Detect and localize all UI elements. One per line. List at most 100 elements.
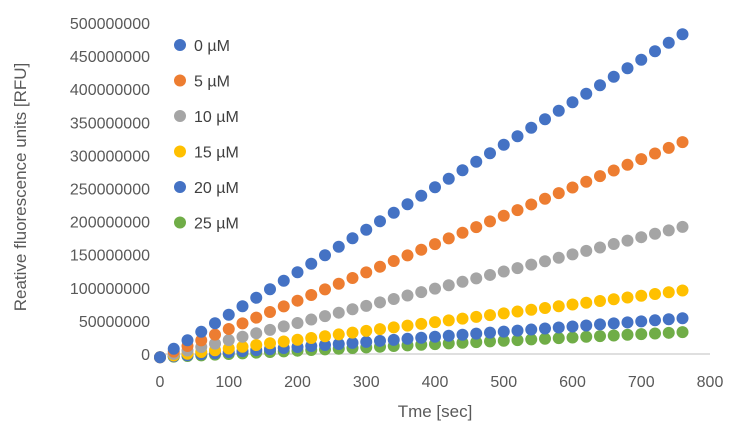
data-point	[511, 262, 524, 275]
data-point	[319, 249, 331, 262]
data-point	[401, 319, 414, 332]
data-point	[374, 215, 386, 228]
data-point	[442, 232, 455, 245]
data-point	[621, 291, 634, 304]
data-point	[277, 335, 290, 348]
y-tick-label: 0	[141, 347, 150, 364]
data-point	[621, 62, 634, 75]
legend-marker	[174, 181, 186, 193]
data-point	[525, 303, 538, 316]
data-point	[635, 328, 648, 341]
data-point	[539, 255, 551, 268]
data-point	[676, 312, 689, 325]
series-6	[154, 326, 689, 364]
data-point	[236, 317, 249, 330]
legend-label: 0 µM	[194, 38, 230, 55]
data-point	[374, 334, 386, 347]
data-point	[470, 336, 483, 349]
data-point	[319, 338, 331, 351]
data-point	[552, 332, 565, 345]
data-point	[594, 170, 606, 183]
data-point	[442, 279, 455, 292]
legend: 0 µM 5 µM 10 µM 15 µM 20 µM 25 µM	[174, 38, 239, 233]
data-point	[250, 291, 263, 304]
data-point	[401, 332, 414, 345]
x-tick-label: 800	[697, 374, 724, 391]
data-point	[456, 312, 469, 325]
y-tick-label: 400000000	[70, 82, 150, 99]
data-point	[305, 289, 318, 302]
data-point	[442, 329, 455, 342]
data-point	[580, 175, 593, 188]
data-point	[360, 335, 373, 348]
data-point	[429, 181, 441, 194]
data-point	[429, 330, 441, 343]
legend-item: 20 µM	[174, 180, 239, 197]
data-point	[470, 221, 483, 234]
data-point	[374, 260, 386, 273]
data-point	[250, 327, 263, 340]
data-point	[635, 153, 648, 166]
data-point	[552, 104, 565, 117]
data-point	[497, 325, 510, 338]
y-tick-label: 350000000	[70, 115, 150, 132]
data-point	[346, 272, 359, 285]
series-2	[154, 136, 689, 364]
data-point	[374, 323, 386, 336]
data-point	[346, 336, 359, 349]
x-tick-label: 600	[559, 374, 586, 391]
data-point	[415, 189, 428, 202]
x-tick-label: 400	[422, 374, 449, 391]
data-point	[539, 302, 551, 315]
data-point	[415, 331, 428, 344]
series-layer	[154, 28, 689, 364]
data-point	[649, 314, 661, 327]
data-point	[676, 220, 689, 233]
data-point	[566, 248, 579, 261]
data-point	[676, 28, 689, 41]
data-point	[511, 324, 524, 337]
data-point	[621, 158, 634, 171]
data-point	[552, 251, 565, 264]
data-point	[346, 303, 359, 316]
data-point	[442, 314, 455, 327]
data-point	[484, 335, 496, 348]
data-point	[222, 334, 235, 347]
x-tick-label: 100	[215, 374, 242, 391]
data-point	[566, 298, 579, 311]
data-point	[566, 181, 579, 194]
data-point	[552, 300, 565, 313]
data-point	[470, 272, 483, 285]
data-point	[332, 337, 345, 350]
legend-label: 15 µM	[194, 145, 239, 162]
data-point	[539, 322, 551, 335]
data-point	[525, 333, 538, 346]
y-tick-label: 300000000	[70, 148, 150, 165]
data-point	[456, 275, 469, 288]
data-point	[662, 224, 675, 237]
data-point	[319, 310, 331, 323]
data-point	[676, 136, 689, 149]
data-point	[305, 313, 318, 326]
data-point	[401, 198, 414, 211]
data-point	[374, 296, 386, 309]
data-point	[511, 204, 524, 217]
x-tick-label: 0	[156, 374, 165, 391]
data-point	[497, 265, 510, 278]
data-point	[566, 331, 579, 344]
data-point	[511, 130, 524, 143]
data-point	[346, 232, 359, 245]
data-point	[539, 192, 551, 205]
data-point	[552, 321, 565, 334]
x-axis-title: Tme [sec]	[398, 402, 473, 421]
legend-marker	[174, 74, 186, 87]
data-point	[484, 147, 496, 160]
legend-label: 25 µM	[194, 216, 239, 233]
data-point	[319, 330, 331, 343]
data-point	[621, 234, 634, 247]
data-point	[594, 79, 606, 92]
data-point	[511, 334, 524, 347]
data-point	[484, 326, 496, 339]
y-tick-label: 200000000	[70, 215, 150, 232]
